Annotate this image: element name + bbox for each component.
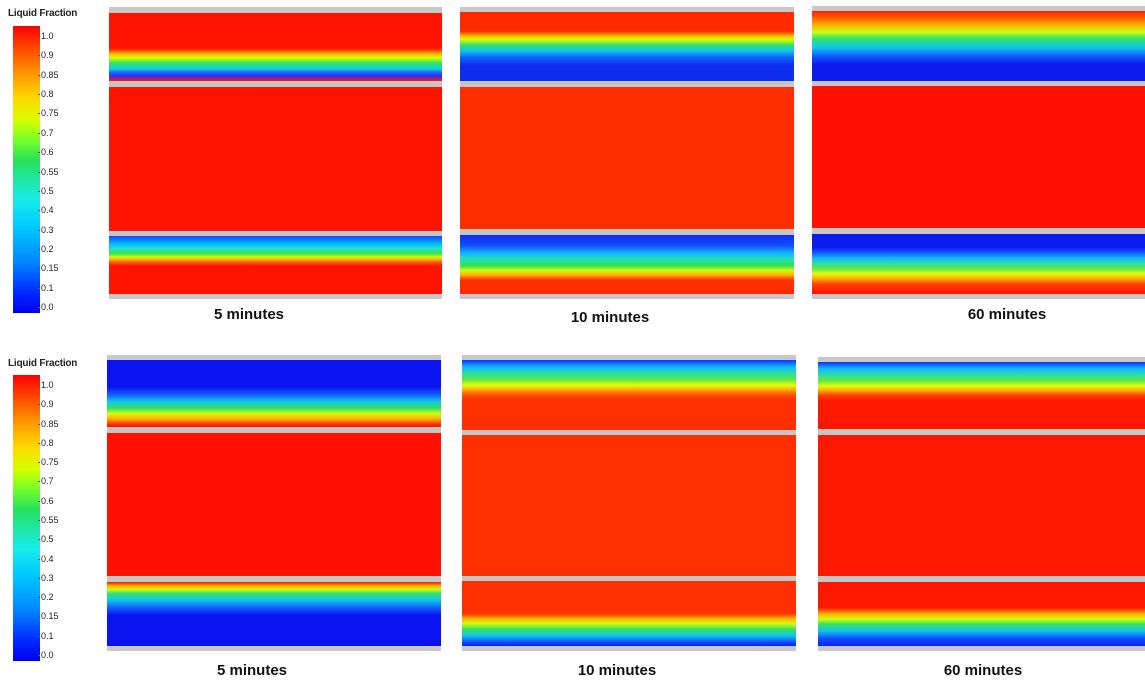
legend-title: Liquid Fraction bbox=[8, 8, 78, 19]
upper-layer bbox=[107, 360, 441, 427]
legend-tick-label: 0.8 bbox=[38, 89, 54, 100]
legend-tick-label: 0.4 bbox=[38, 553, 54, 564]
caption-row1-5min: 5 minutes bbox=[213, 306, 285, 323]
legend-tick-label: 0.5 bbox=[38, 185, 54, 196]
middle-layer bbox=[107, 433, 441, 576]
legend-tick-label: 0.7 bbox=[38, 127, 54, 138]
legend-tick-label: 0.4 bbox=[38, 205, 54, 216]
legend-tick-label: 0.0 bbox=[38, 650, 54, 660]
panel-row2-10min bbox=[462, 355, 796, 651]
legend-tick-label: 0.15 bbox=[38, 611, 59, 622]
legend-tick-label: 0.2 bbox=[38, 592, 54, 603]
legend-tick-label: 0.5 bbox=[38, 534, 54, 545]
separator bbox=[109, 231, 442, 236]
middle-layer bbox=[812, 86, 1145, 228]
lower-layer bbox=[109, 236, 442, 294]
legend-tick-label: 1.0 bbox=[38, 31, 54, 41]
lower-layer bbox=[812, 234, 1145, 294]
legend-tick-label: 0.9 bbox=[38, 50, 54, 61]
panel-row1-60min bbox=[812, 6, 1145, 299]
legend-title: Liquid Fraction bbox=[8, 358, 78, 369]
middle-layer bbox=[460, 87, 794, 229]
panel-row2-5min bbox=[107, 355, 441, 651]
legend-tick-label: 0.85 bbox=[38, 69, 59, 80]
legend-tick-label: 0.75 bbox=[38, 108, 59, 119]
legend-tick-label: 0.1 bbox=[38, 630, 54, 641]
legend-tick-label: 0.1 bbox=[38, 282, 54, 293]
separator bbox=[462, 576, 796, 581]
upper-layer bbox=[462, 360, 796, 430]
legend-tick-label: 0.3 bbox=[38, 224, 54, 235]
separator bbox=[462, 430, 796, 435]
separator bbox=[109, 81, 442, 87]
legend-tick-label: 0.8 bbox=[38, 437, 54, 448]
legend-tick-label: 0.2 bbox=[38, 243, 54, 254]
legend-tick-label: 0.6 bbox=[38, 147, 54, 158]
separator bbox=[107, 427, 441, 433]
caption-row2-5min: 5 minutes bbox=[216, 662, 288, 679]
lower-layer bbox=[818, 582, 1145, 646]
separator bbox=[818, 576, 1145, 582]
lower-layer bbox=[460, 235, 794, 294]
middle-layer bbox=[109, 87, 442, 231]
colorbar bbox=[13, 375, 40, 661]
caption-row2-60min: 60 minutes bbox=[943, 662, 1023, 679]
panel-row2-60min bbox=[818, 357, 1145, 651]
caption-row1-10min: 10 minutes bbox=[570, 309, 650, 326]
legend-tick-label: 0.15 bbox=[38, 263, 59, 274]
separator bbox=[818, 429, 1145, 435]
caption-row2-10min: 10 minutes bbox=[577, 662, 657, 679]
upper-layer bbox=[812, 11, 1145, 81]
separator bbox=[460, 229, 794, 235]
colorbar bbox=[13, 26, 40, 313]
separator bbox=[107, 576, 441, 582]
panel-row1-5min bbox=[109, 7, 442, 299]
separator bbox=[460, 81, 794, 87]
lower-layer bbox=[462, 581, 796, 646]
middle-layer bbox=[462, 435, 796, 576]
separator bbox=[812, 228, 1145, 234]
legend-tick-label: 0.3 bbox=[38, 572, 54, 583]
separator bbox=[812, 81, 1145, 86]
legend-tick-label: 0.0 bbox=[38, 302, 54, 312]
legend-top: Liquid Fraction 1.0 0.9 0.85 0.8 0.75 0.7 0.6 0… bbox=[0, 8, 100, 318]
upper-layer bbox=[818, 362, 1145, 429]
legend-tick-label: 0.55 bbox=[38, 515, 59, 525]
legend-tick-label: 0.55 bbox=[38, 166, 59, 177]
middle-layer bbox=[818, 435, 1145, 576]
caption-row1-60min: 60 minutes bbox=[967, 306, 1047, 323]
legend-tick-label: 1.0 bbox=[38, 380, 54, 390]
upper-layer bbox=[460, 12, 794, 81]
upper-layer bbox=[109, 13, 442, 81]
lower-layer bbox=[107, 582, 441, 646]
legend-bottom: Liquid Fraction 1.0 0.9 0.85 0.8 0.75 0.7 0.6 0… bbox=[0, 358, 100, 668]
legend-tick-label: 0.85 bbox=[38, 418, 59, 429]
legend-tick-label: 0.6 bbox=[38, 495, 54, 506]
legend-tick-label: 0.75 bbox=[38, 457, 59, 468]
legend-tick-label: 0.7 bbox=[38, 476, 54, 487]
legend-tick-label: 0.9 bbox=[38, 399, 54, 410]
panel-row1-10min bbox=[460, 7, 794, 299]
